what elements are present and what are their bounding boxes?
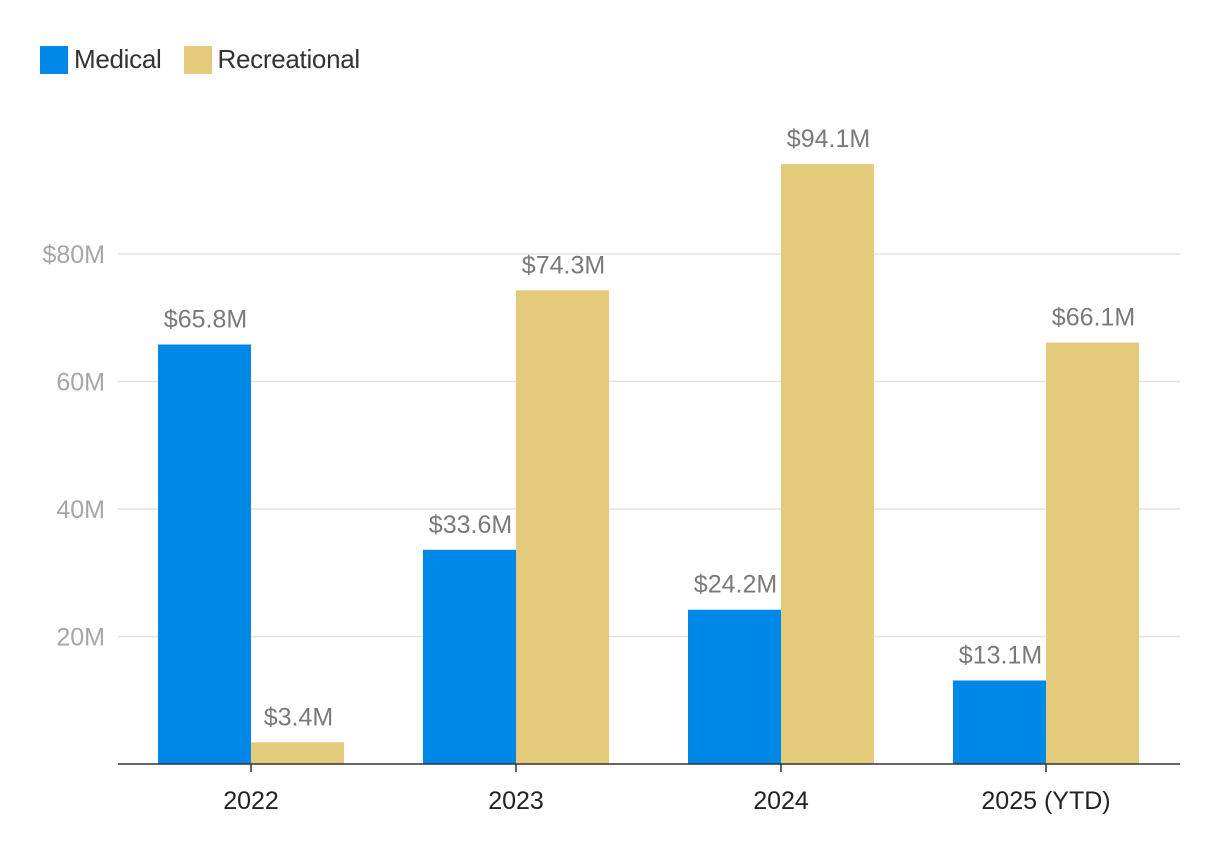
data-label: $13.1M <box>959 641 1042 669</box>
y-tick-label: 40M <box>56 496 105 524</box>
legend-label-medical: Medical <box>74 44 162 74</box>
bar-medical <box>158 344 251 764</box>
legend-item-medical: Medical <box>40 44 162 75</box>
data-label: $94.1M <box>787 125 870 153</box>
data-label: $66.1M <box>1052 304 1135 332</box>
x-tick-label: 2023 <box>488 787 544 815</box>
bar-recreational <box>781 164 874 765</box>
bar-medical <box>953 680 1046 764</box>
legend-swatch-medical <box>40 45 68 74</box>
bar-recreational <box>516 290 609 764</box>
data-label: $3.4M <box>264 703 333 731</box>
legend-swatch-recreational <box>183 45 212 74</box>
data-label: $24.2M <box>694 571 777 599</box>
legend-item-recreational: Recreational <box>183 44 361 75</box>
bar-recreational <box>1046 342 1139 764</box>
bar-medical <box>688 609 781 764</box>
legend-label-recreational: Recreational <box>217 44 361 74</box>
x-tick-label: 2024 <box>753 787 809 815</box>
legend: Medical Recreational <box>40 44 382 75</box>
x-tick-label: 2025 (YTD) <box>981 787 1110 815</box>
data-label: $74.3M <box>522 251 605 279</box>
x-tick-label: 2022 <box>223 787 279 815</box>
y-tick-label: 20M <box>56 624 105 652</box>
bar-recreational <box>251 742 344 764</box>
data-label: $33.6M <box>429 511 512 539</box>
y-tick-label: $80M <box>42 241 105 269</box>
data-label: $65.8M <box>164 306 247 334</box>
bar-medical <box>423 549 516 764</box>
y-tick-label: 60M <box>56 369 105 397</box>
